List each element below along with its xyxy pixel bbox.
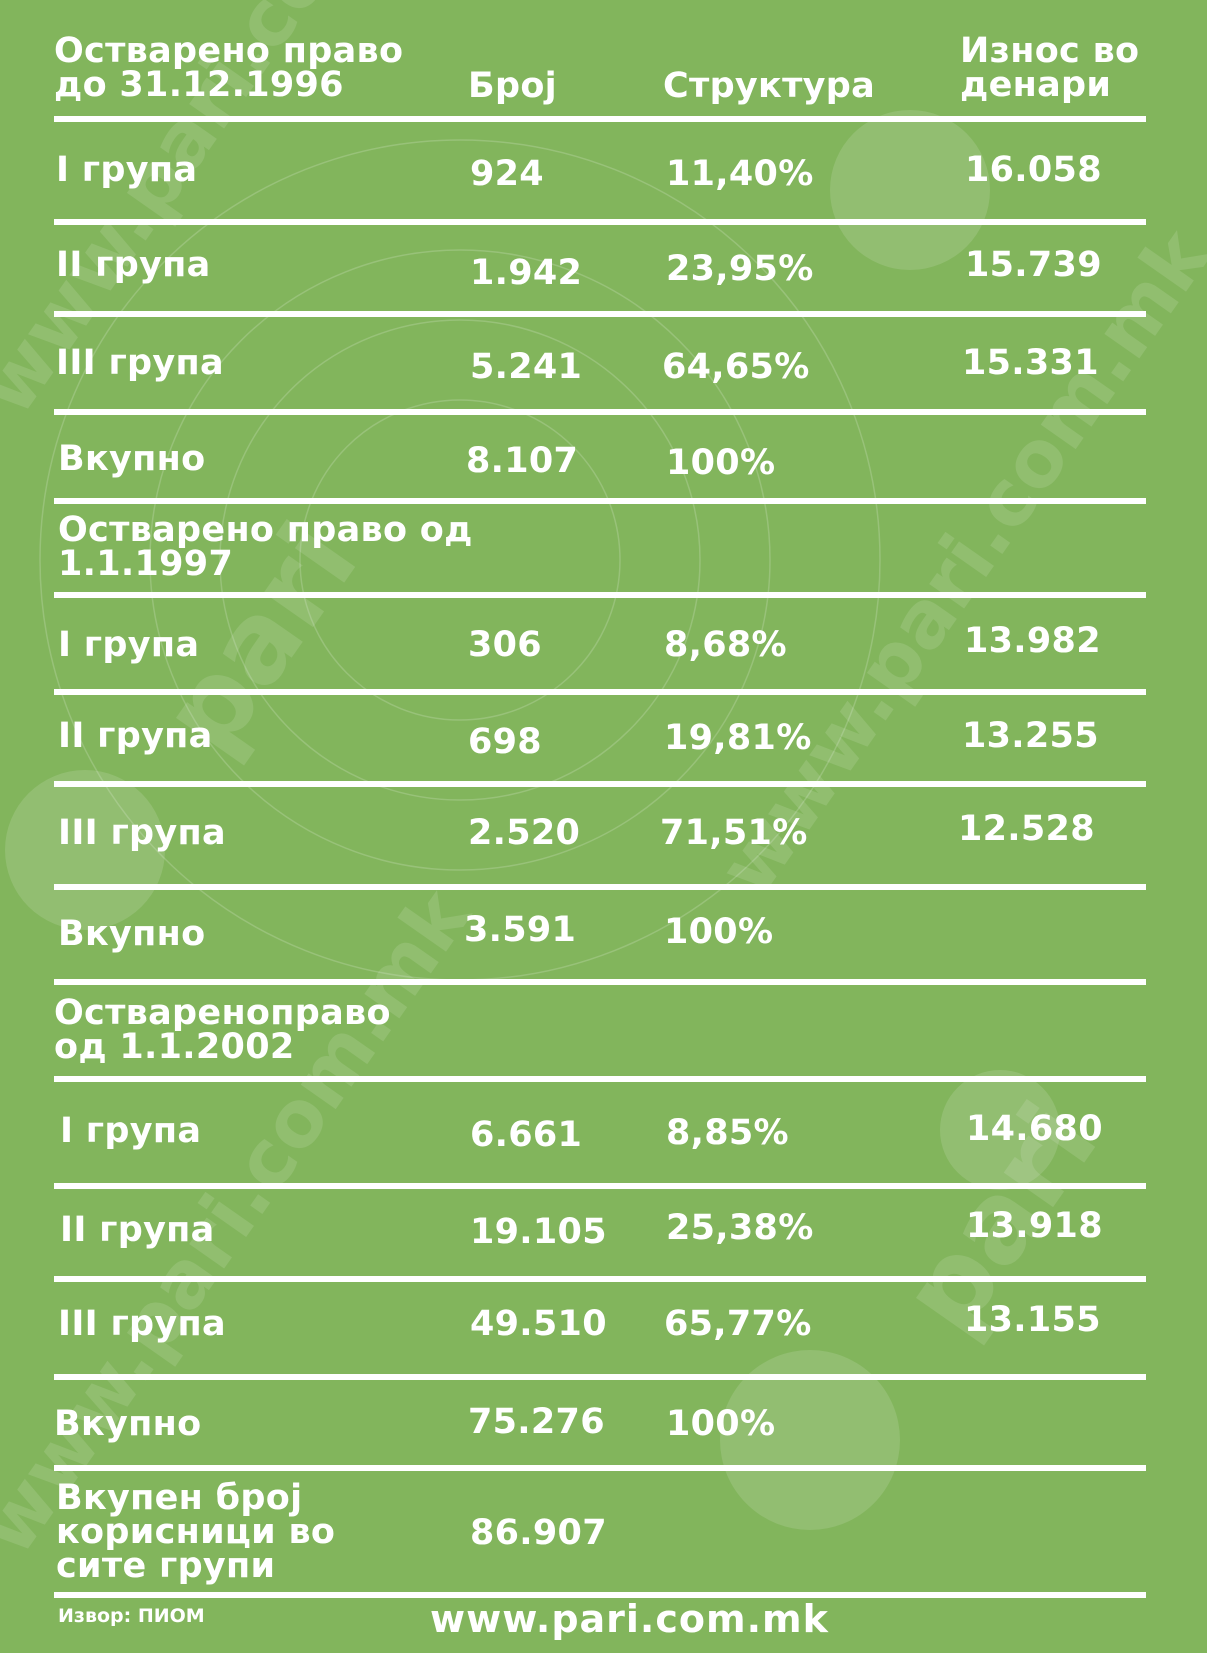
divider: [54, 409, 1146, 415]
share-value: 8,85%: [666, 1113, 789, 1153]
header-period: Остварено право до 31.12.1996: [54, 31, 404, 105]
total-count: 75.276: [468, 1402, 605, 1442]
total-label: Вкупно: [58, 439, 206, 479]
divider: [54, 1465, 1146, 1471]
divider: [54, 116, 1146, 122]
divider: [54, 311, 1146, 317]
header-count: Број: [468, 66, 557, 106]
total-count: 3.591: [464, 910, 577, 950]
count-value: 19.105: [470, 1212, 607, 1252]
share-value: 8,68%: [664, 625, 787, 665]
divider: [54, 884, 1146, 890]
header-structure: Структура: [663, 66, 876, 106]
share-value: 19,81%: [664, 718, 812, 758]
divider: [54, 1374, 1146, 1380]
divider: [54, 498, 1146, 504]
total-label: Вкупно: [58, 914, 206, 954]
group-label: III група: [56, 343, 224, 383]
share-value: 23,95%: [666, 249, 814, 289]
group-label: I група: [58, 625, 200, 665]
group-label: III група: [58, 1304, 226, 1344]
site-url: www.pari.com.mk: [430, 1597, 829, 1641]
group-label: II група: [60, 1210, 215, 1250]
count-value: 6.661: [470, 1115, 583, 1155]
amount-value: 13.255: [962, 716, 1099, 756]
divider: [54, 1592, 1146, 1598]
source-note: Извор: ПИОМ: [58, 1605, 205, 1627]
divider: [54, 689, 1146, 695]
amount-value: 15.331: [962, 343, 1099, 383]
total-label: Вкупно: [54, 1404, 202, 1444]
divider: [54, 1076, 1146, 1082]
amount-value: 15.739: [965, 245, 1102, 285]
count-value: 698: [468, 722, 542, 762]
divider: [54, 781, 1146, 787]
section-title: Оствареноправо од 1.1.2002: [54, 993, 391, 1067]
share-value: 11,40%: [666, 154, 814, 194]
count-value: 306: [468, 625, 542, 665]
divider: [54, 979, 1146, 985]
divider: [54, 1183, 1146, 1189]
header-amount: Износ во денари: [960, 31, 1140, 105]
group-label: I група: [56, 150, 198, 190]
total-count: 8.107: [466, 441, 579, 481]
total-share: 100%: [666, 443, 776, 483]
share-value: 25,38%: [666, 1208, 814, 1248]
count-value: 2.520: [468, 813, 581, 853]
group-label: II група: [56, 245, 211, 285]
grand-total-count: 86.907: [470, 1513, 607, 1553]
count-value: 49.510: [470, 1304, 607, 1344]
count-value: 924: [470, 154, 544, 194]
amount-value: 13.155: [964, 1300, 1101, 1340]
amount-value: 14.680: [966, 1109, 1103, 1149]
share-value: 65,77%: [664, 1304, 812, 1344]
total-share: 100%: [664, 912, 774, 952]
count-value: 1.942: [470, 253, 583, 293]
amount-value: 12.528: [958, 809, 1095, 849]
group-label: III група: [58, 813, 226, 853]
grand-total-label: Вкупен број корисници во сите групи: [56, 1478, 336, 1586]
divider: [54, 592, 1146, 598]
group-label: II група: [58, 716, 213, 756]
amount-value: 13.982: [964, 621, 1101, 661]
amount-value: 16.058: [965, 150, 1102, 190]
count-value: 5.241: [470, 347, 583, 387]
divider: [54, 219, 1146, 225]
section-title: Остварено право од 1.1.1997: [58, 510, 473, 584]
amount-value: 13.918: [966, 1206, 1103, 1246]
total-share: 100%: [666, 1404, 776, 1444]
share-value: 64,65%: [662, 347, 810, 387]
share-value: 71,51%: [660, 813, 808, 853]
group-label: I група: [60, 1111, 202, 1151]
divider: [54, 1276, 1146, 1282]
